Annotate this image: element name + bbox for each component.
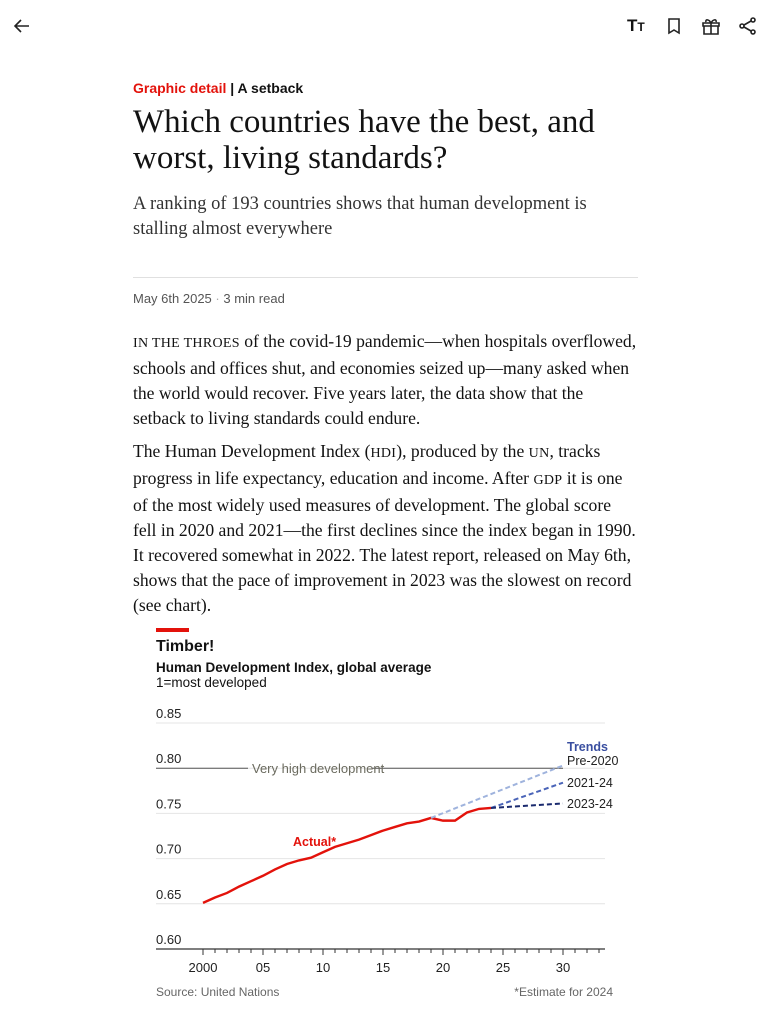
chart-subtitle: Human Development Index, global average [156,660,432,675]
top-toolbar: TT [0,0,768,52]
chart-header: Timber! Human Development Index, global … [156,628,661,690]
series-label: 2023-24 [567,797,613,811]
meta-dot: · [215,291,220,306]
series-line-202324 [490,802,564,809]
lead-in: In the throes [133,336,240,351]
series-label: 2021-24 [567,776,613,790]
back-arrow-icon[interactable] [10,14,34,38]
series-label-actual: Actual* [293,835,336,849]
x-tick-label: 20 [436,960,450,975]
publish-date: May 6th 2025 [133,291,212,306]
p2-text-d: it is one of the most widely used measur… [133,468,636,615]
paragraph-1-text: of the covid-19 pandemic—when hospitals … [133,331,637,428]
section-link[interactable]: Graphic detail [133,80,227,96]
abbr-hdi: hdi [370,446,397,461]
chart-unit-note: 1=most developed [156,675,267,690]
x-tick-label: 10 [316,960,330,975]
text-size-icon[interactable]: TT [627,16,645,35]
p2-text-b: ), produced by the [396,441,529,461]
chart-red-bar [156,628,189,632]
reference-line-label: Very high development [252,761,385,776]
series-line-actual [202,806,492,904]
paragraph-1: In the throes of the covid-19 pandemic—w… [133,329,638,431]
y-tick-label: 0.65 [156,887,181,902]
text-size-small-t: T [637,20,645,34]
y-tick-label: 0.60 [156,932,181,947]
rubric: A setback [237,80,304,96]
p2-text-c: , tracks progress in life expectancy, ed… [133,441,601,488]
x-tick-label: 15 [376,960,390,975]
x-tick-label: 25 [496,960,510,975]
headline: Which countries have the best, and worst… [133,104,595,176]
y-tick-label: 0.85 [156,706,181,721]
y-tick-label: 0.80 [156,751,181,766]
abbr-un: un [528,446,550,461]
article-body: In the throes of the covid-19 pandemic—w… [133,329,638,626]
share-icon[interactable] [736,14,760,38]
y-tick-label: 0.70 [156,842,181,857]
chart-source: Source: United Nations [156,985,279,999]
gift-icon[interactable] [699,14,723,38]
kicker-separator: | [230,80,235,96]
series-line-pre2020 [430,764,564,819]
read-time: 3 min read [223,291,285,306]
trends-label: Trends [567,740,608,754]
x-tick-label: 2000 [189,960,218,975]
chart-title: Timber! [156,638,215,655]
article-meta: May 6th 2025 · 3 min read [133,291,638,306]
chart-footnote: *Estimate for 2024 [514,985,613,999]
subheadline: A ranking of 193 countries shows that hu… [133,194,587,239]
x-tick-label: 30 [556,960,570,975]
series-label: Pre-2020 [567,754,618,768]
paragraph-2: The Human Development Index (hdi), produ… [133,439,638,618]
series-line-202124 [490,781,564,809]
kicker: Graphic detail | A setback [133,80,638,96]
bookmark-icon[interactable] [662,14,686,38]
x-tick-label: 05 [256,960,270,975]
abbr-gdp: gdp [533,473,563,488]
p2-text-a: The Human Development Index ( [133,441,371,461]
y-tick-label: 0.75 [156,796,181,811]
divider [133,277,638,278]
